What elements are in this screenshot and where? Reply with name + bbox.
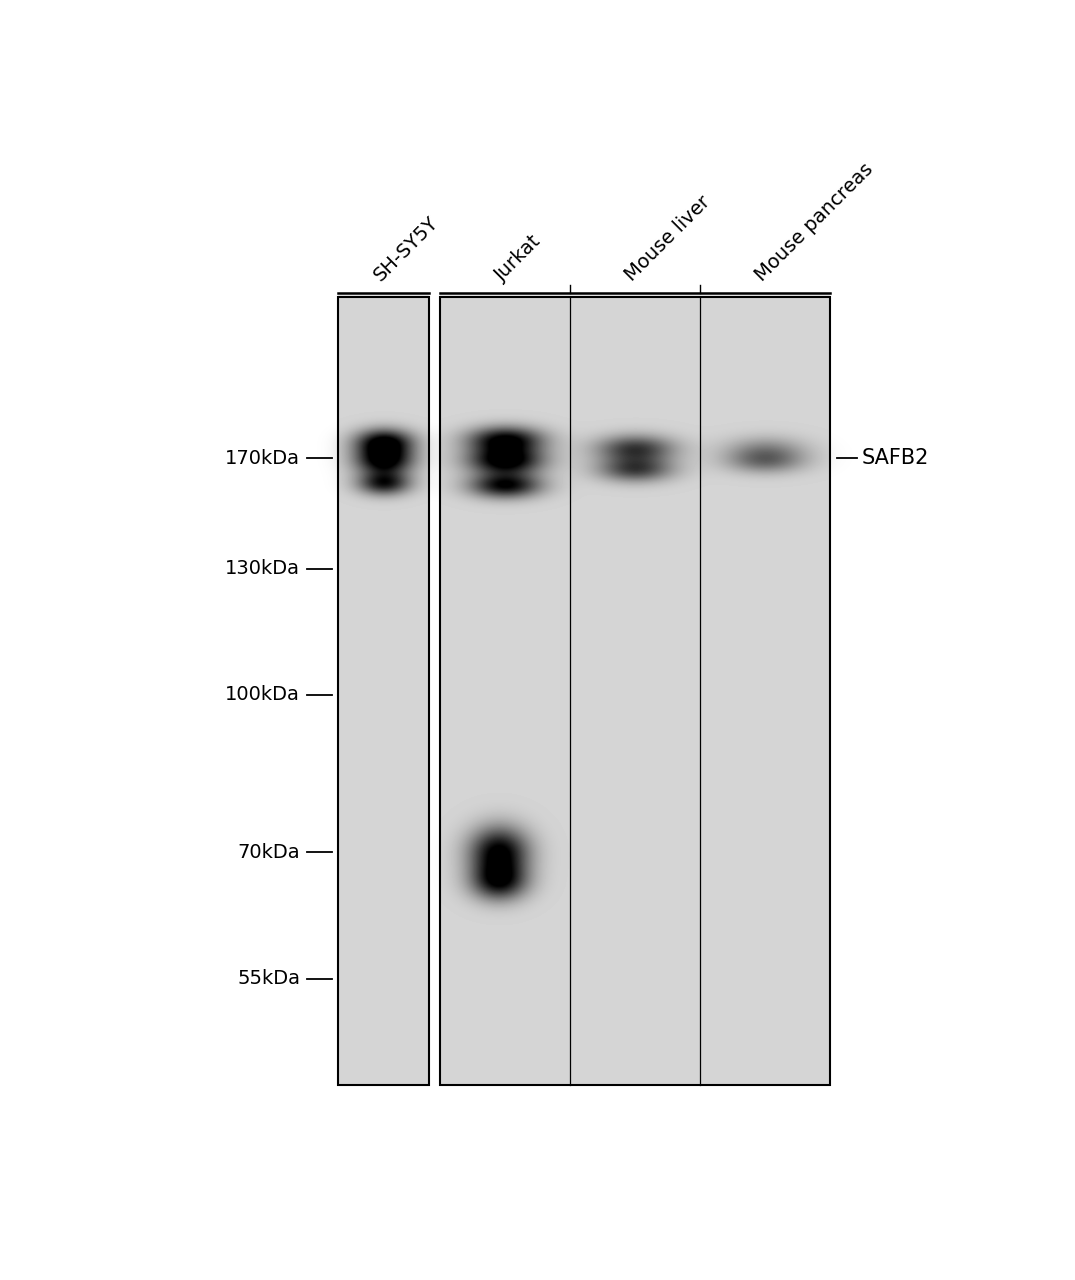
Text: SH-SY5Y: SH-SY5Y — [371, 212, 443, 284]
Text: 130kDa: 130kDa — [225, 559, 300, 579]
Text: 100kDa: 100kDa — [226, 685, 300, 704]
Bar — [441, 297, 830, 1085]
Bar — [339, 297, 429, 1085]
Text: 55kDa: 55kDa — [238, 969, 300, 988]
Text: Jurkat: Jurkat — [491, 232, 545, 284]
Text: Mouse pancreas: Mouse pancreas — [751, 159, 877, 284]
Text: Mouse liver: Mouse liver — [621, 192, 714, 284]
Text: SAFB2: SAFB2 — [862, 448, 929, 468]
Text: 170kDa: 170kDa — [225, 449, 300, 467]
Text: 70kDa: 70kDa — [238, 844, 300, 861]
